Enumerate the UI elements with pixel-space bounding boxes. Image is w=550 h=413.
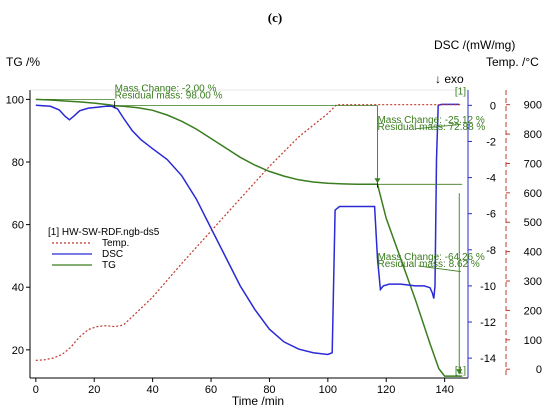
dsc-tick-label: -12 xyxy=(480,317,496,329)
annotation-text-6: [1] xyxy=(455,86,466,97)
series-temp-line xyxy=(35,104,463,361)
annotation-text-3: Residual mass: 72.88 % xyxy=(377,122,485,133)
annotation-text-0: Mass Change: -2.00 % xyxy=(115,83,217,94)
tg-tick-label: 40 xyxy=(12,282,24,294)
plot-area: Mass Change: -2.00 %Residual mass: 98.00… xyxy=(35,83,485,377)
step3-arrow-head xyxy=(456,369,463,375)
x-tick-label: 40 xyxy=(147,384,159,396)
series-dsc-line xyxy=(35,103,460,356)
annotation-text-5: Residual mass: 8.62 % xyxy=(377,259,479,270)
x-tick-label: 0 xyxy=(33,384,39,396)
tg-axis-label: TG /% xyxy=(6,55,40,69)
dsc-tick-label: -4 xyxy=(486,173,496,185)
x-tick-label: 120 xyxy=(377,384,395,396)
tg-tick-label: 80 xyxy=(12,157,24,169)
tg-tick-label: 20 xyxy=(12,345,24,357)
step2-leader xyxy=(415,124,461,130)
annotation-text-7: [1] xyxy=(455,366,466,377)
x-tick-label: 60 xyxy=(205,384,217,396)
axes: 0 20 40 60 80 100 120 140 20 40 60 80 100 0 -2 -4 -6 -8 -1… xyxy=(6,89,542,396)
legend-header: [1] HW-SW-RDF.ngb-ds5 xyxy=(48,227,160,238)
dsc-tick-label: -14 xyxy=(480,353,496,365)
temp-tick-label: 0 xyxy=(536,364,542,376)
dsc-tick-label: -8 xyxy=(486,245,496,257)
temp-tick-label: 100 xyxy=(524,335,542,347)
dsc-tick-label: 0 xyxy=(490,100,496,112)
dsc-tick-label: -10 xyxy=(480,281,496,293)
temp-tick-label: 900 xyxy=(524,100,542,112)
temp-tick-label: 700 xyxy=(524,158,542,170)
exo-direction-label: ↓ exo xyxy=(435,72,464,86)
temp-tick-label: 400 xyxy=(524,247,542,259)
step2-arrow-head xyxy=(374,178,381,184)
legend-label-dsc: DSC xyxy=(102,249,123,260)
temp-tick-label: 200 xyxy=(524,305,542,317)
annotation-text-4: Mass Change: -64.26 % xyxy=(377,252,484,263)
x-axis-label: Time /min xyxy=(232,394,284,408)
dsc-tick-label: -2 xyxy=(486,136,496,148)
legend-label-tg: TG xyxy=(102,260,116,271)
temp-tick-label: 600 xyxy=(524,188,542,200)
panel-label: (c) xyxy=(267,10,283,25)
dsc-tick-label: -6 xyxy=(486,209,496,221)
legend-label-temp: Temp. xyxy=(102,238,129,249)
dsc-axis-label: DSC /(mW/mg) xyxy=(434,38,515,52)
x-tick-label: 100 xyxy=(319,384,337,396)
tg-tick-label: 100 xyxy=(6,94,24,106)
annotation-text-2: Mass Change: -25.12 % xyxy=(377,115,484,126)
temp-tick-label: 500 xyxy=(524,217,542,229)
x-tick-label: 140 xyxy=(435,384,453,396)
temp-tick-label: 800 xyxy=(524,129,542,141)
x-tick-label: 80 xyxy=(263,384,275,396)
temp-tick-label: 300 xyxy=(524,276,542,288)
step3-leader xyxy=(418,265,461,272)
tg-tick-label: 60 xyxy=(12,220,24,232)
series-tg-line xyxy=(35,98,463,377)
annotation-text-1: Residual mass: 98.00 % xyxy=(115,90,223,101)
x-tick-label: 20 xyxy=(88,384,100,396)
temp-axis-label: Temp. /°C xyxy=(486,55,539,69)
